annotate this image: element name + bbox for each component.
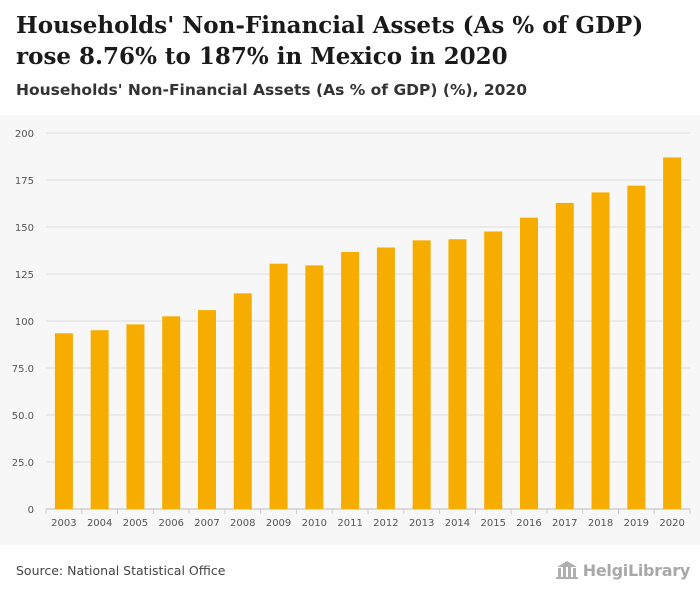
x-tick-label: 2016 xyxy=(516,518,541,529)
x-tick-label: 2019 xyxy=(624,518,649,529)
chart-headline: Households' Non-Financial Assets (As % o… xyxy=(16,12,644,70)
x-tick-label: 2007 xyxy=(194,518,219,529)
bar-2010 xyxy=(305,265,324,509)
x-tick-label: 2012 xyxy=(373,518,398,529)
y-tick-label: 100 xyxy=(15,317,34,328)
x-tick-label: 2006 xyxy=(158,518,183,529)
y-tick-label: 25.0 xyxy=(12,458,34,469)
bar-2007 xyxy=(198,310,216,509)
bar-2008 xyxy=(233,293,252,509)
bar-2014 xyxy=(448,239,467,509)
x-tick-label: 2011 xyxy=(337,518,362,529)
bar-2011 xyxy=(341,252,360,509)
x-tick-label: 2008 xyxy=(230,518,255,529)
bar-2006 xyxy=(162,316,181,509)
x-tick-label: 2020 xyxy=(659,518,684,529)
x-tick-label: 2018 xyxy=(588,518,613,529)
x-tick-label: 2009 xyxy=(266,518,291,529)
x-tick-label: 2014 xyxy=(445,518,470,529)
bar-2016 xyxy=(520,217,538,509)
y-tick-label: 125 xyxy=(15,270,34,281)
x-tick-label: 2015 xyxy=(480,518,505,529)
x-tick-label: 2013 xyxy=(409,518,434,529)
y-tick-label: 75.0 xyxy=(12,364,34,375)
bar-2015 xyxy=(484,231,503,509)
y-tick-label: 50.0 xyxy=(12,411,34,422)
x-tick-label: 2003 xyxy=(51,518,76,529)
library-building-icon xyxy=(555,561,578,579)
bar-2018 xyxy=(591,192,610,509)
y-tick-label: 200 xyxy=(15,129,34,140)
bar-2003 xyxy=(54,333,73,509)
bar-2017 xyxy=(555,202,574,509)
helgilibrary-logo: HelgiLibrary xyxy=(555,560,690,580)
logo-wordmark: HelgiLibrary xyxy=(582,560,691,580)
y-tick-label: 0 xyxy=(28,505,34,516)
bar-2012 xyxy=(376,247,395,509)
bar-2019 xyxy=(627,185,646,509)
x-tick-label: 2004 xyxy=(87,518,112,529)
y-tick-label: 150 xyxy=(15,223,34,234)
y-tick-label: 175 xyxy=(15,176,34,187)
x-tick-label: 2010 xyxy=(302,518,327,529)
bar-2005 xyxy=(126,324,145,509)
x-tick-label: 2005 xyxy=(123,518,148,529)
bar-2020 xyxy=(663,157,682,509)
bar-chart: 0 25.0 50.0 75.0 100 125 150 175 200 2003 2004 2005… xyxy=(12,129,691,529)
bar-2009 xyxy=(269,263,288,509)
source-note: Source: National Statistical Office xyxy=(16,563,226,578)
x-tick-label: 2017 xyxy=(552,518,577,529)
chart-subtitle: Households' Non-Financial Assets (As % o… xyxy=(16,81,528,99)
bar-2004 xyxy=(90,330,109,509)
bar-2013 xyxy=(412,240,431,509)
